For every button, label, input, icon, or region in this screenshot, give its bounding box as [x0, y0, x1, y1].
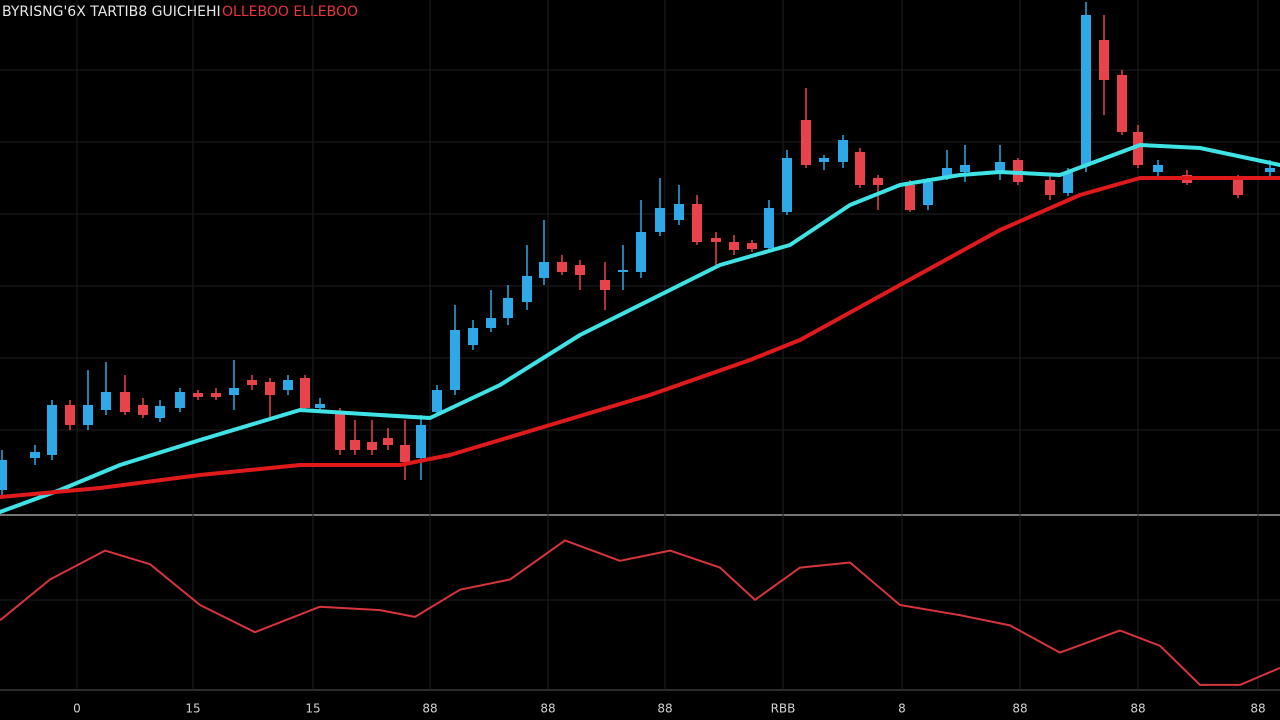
candle-body	[1045, 180, 1055, 195]
candle-body	[557, 262, 567, 272]
x-tick-label: 0	[73, 702, 81, 716]
x-tick-label: 15	[185, 702, 200, 716]
candle-body	[782, 158, 792, 212]
candle-body	[503, 298, 513, 318]
h-grid	[0, 69, 1280, 601]
candle-body	[674, 204, 684, 220]
candle-body	[1063, 172, 1073, 193]
candle-body	[400, 445, 410, 462]
candle-body	[101, 392, 111, 410]
candle-body	[838, 140, 848, 162]
x-tick-label: 88	[1250, 702, 1265, 716]
candle-body	[942, 168, 952, 178]
x-tick-label: 8	[898, 702, 906, 716]
candle-body	[350, 440, 360, 450]
candle-body	[283, 380, 293, 390]
candle-body	[729, 242, 739, 250]
candle-body	[450, 330, 460, 390]
x-tick-label: 88	[1130, 702, 1145, 716]
candle-body	[1153, 165, 1163, 172]
candle-body	[692, 204, 702, 242]
candle-body	[636, 232, 646, 272]
candle-body	[468, 328, 478, 345]
candle-body	[383, 438, 393, 445]
candle-body	[265, 382, 275, 395]
x-tick-label: 88	[422, 702, 437, 716]
candle-body	[315, 404, 325, 408]
candle-body	[1117, 75, 1127, 132]
candle-body	[486, 318, 496, 328]
candle-body	[747, 243, 757, 249]
candle-body	[1233, 180, 1243, 195]
candle-body	[367, 442, 377, 450]
candle-body	[522, 276, 532, 302]
candle-body	[1133, 132, 1143, 165]
candle-body	[211, 393, 221, 397]
candle-body	[120, 392, 130, 412]
candle-body	[0, 460, 7, 490]
candle-body	[855, 152, 865, 185]
candle-body	[335, 412, 345, 450]
x-tick-label: RBB	[771, 702, 796, 716]
candle-body	[175, 392, 185, 408]
candle-body	[416, 425, 426, 458]
candle-body	[30, 452, 40, 458]
candle-body	[83, 405, 93, 425]
candle-body	[711, 238, 721, 242]
candle-body	[764, 208, 774, 248]
oscillator-line	[0, 539, 1280, 686]
candle-body	[1081, 15, 1091, 165]
candle-body	[432, 390, 442, 412]
candle-body	[618, 270, 628, 272]
candle-body	[47, 405, 57, 455]
candle-body	[995, 162, 1005, 172]
candle-body	[1099, 40, 1109, 80]
candle-body	[575, 265, 585, 275]
candle-body	[801, 120, 811, 165]
candle-body	[1265, 168, 1275, 172]
candle-body	[923, 182, 933, 205]
candle-body	[905, 185, 915, 210]
candle-body	[819, 158, 829, 162]
x-tick-label: 15	[305, 702, 320, 716]
candle-body	[600, 280, 610, 290]
moving-average	[0, 143, 1280, 514]
x-tick-label: 88	[657, 702, 672, 716]
x-tick-label: 88	[540, 702, 555, 716]
candle-body	[873, 178, 883, 185]
candle-body	[65, 405, 75, 425]
candle-body	[655, 208, 665, 232]
candle-body	[960, 165, 970, 172]
candle-body	[300, 378, 310, 408]
candle-body	[247, 380, 257, 385]
candle-body	[155, 406, 165, 418]
candle-body	[229, 388, 239, 395]
candle-body	[539, 262, 549, 278]
candle-body	[193, 393, 203, 397]
x-tick-label: 88	[1012, 702, 1027, 716]
chart-subtitle: OLLEBOO ELLEBOO	[222, 4, 358, 20]
moving-average	[0, 176, 1280, 499]
candle-body	[138, 405, 148, 415]
chart-title: BYRISNG'6X TARTIB8 GUICHEHI	[2, 4, 221, 20]
